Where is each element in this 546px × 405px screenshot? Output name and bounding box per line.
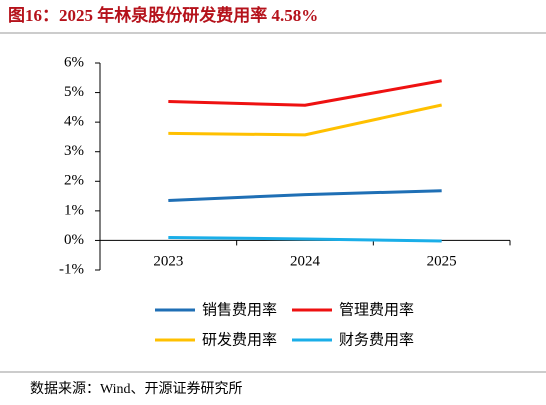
x-tick-label: 2025 bbox=[427, 253, 457, 269]
y-tick-label: 1% bbox=[64, 202, 84, 218]
series-line bbox=[168, 235, 442, 243]
x-tick-label: 2024 bbox=[290, 253, 321, 269]
y-tick-label: 2% bbox=[64, 173, 84, 189]
legend-label: 财务费用率 bbox=[339, 331, 414, 348]
y-tick-label: 6% bbox=[64, 54, 84, 70]
chart-title: 图16：2025 年林泉股份研发费用率 4.58% bbox=[8, 5, 318, 25]
series-line bbox=[168, 79, 442, 107]
series-line bbox=[168, 189, 442, 203]
legend-label: 管理费用率 bbox=[339, 301, 414, 318]
source-note: 数据来源：Wind、开源证券研究所 bbox=[30, 381, 243, 397]
legend-label: 销售费用率 bbox=[202, 301, 277, 318]
y-tick-label: 3% bbox=[64, 143, 84, 159]
y-tick-label: 4% bbox=[64, 114, 84, 130]
series-line bbox=[168, 103, 442, 137]
y-tick-label: -1% bbox=[59, 261, 84, 277]
y-tick-label: 5% bbox=[64, 84, 84, 100]
legend-label: 研发费用率 bbox=[202, 331, 277, 348]
y-tick-label: 0% bbox=[64, 232, 84, 248]
x-tick-label: 2023 bbox=[153, 253, 183, 269]
